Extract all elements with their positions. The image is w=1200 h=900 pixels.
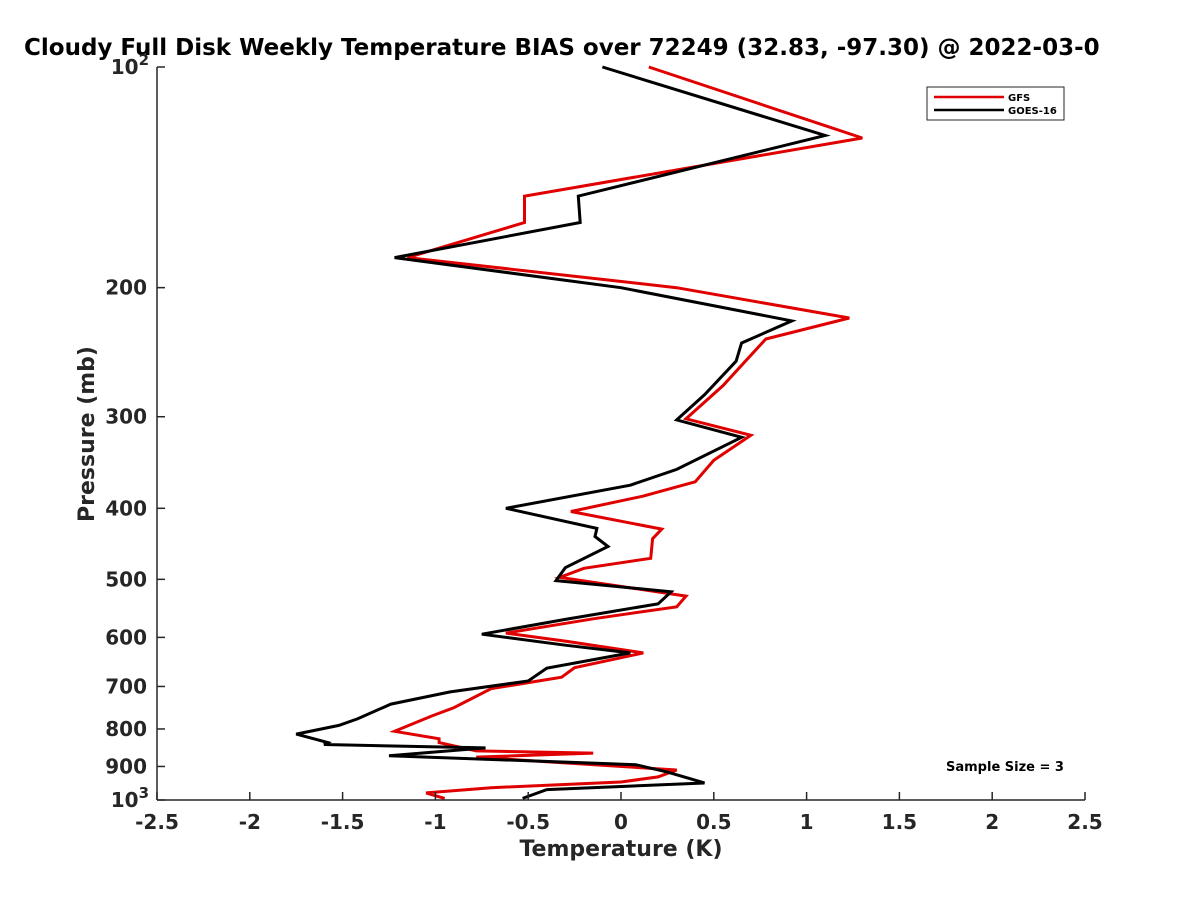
y-tick-label: 200 xyxy=(105,276,147,300)
sample-size-annotation: Sample Size = 3 xyxy=(946,760,1064,775)
legend-label-goes16: GOES-16 xyxy=(1008,106,1057,117)
chart-title: Cloudy Full Disk Weekly Temperature BIAS… xyxy=(24,35,1100,61)
legend-box xyxy=(926,86,1065,121)
y-tick-label: 600 xyxy=(105,625,147,649)
x-tick-label: 0 xyxy=(614,810,628,834)
y-axis-label: Pressure (mb) xyxy=(75,346,100,522)
y-tick-label: 800 xyxy=(105,717,147,741)
y-tick-label: 700 xyxy=(105,674,147,698)
x-tick-label: 1.5 xyxy=(882,810,917,834)
x-tick-label: -0.5 xyxy=(506,810,550,834)
y-ticks: 102 200 300 400 500 600 700 800 900 103 xyxy=(105,51,165,812)
y-tick-label: 300 xyxy=(105,405,147,429)
x-tick-label: -2.5 xyxy=(135,810,179,834)
legend-label-gfs: GFS xyxy=(1008,93,1030,104)
series-layer xyxy=(295,65,863,800)
series-line-goes16 xyxy=(295,65,831,800)
x-ticks: -2.5 -2 -1.5 -1 -0.5 0 0.5 1 1.5 2 2.5 xyxy=(135,792,1103,834)
y-tick-label: 500 xyxy=(105,567,147,591)
x-tick-label: -1.5 xyxy=(321,810,365,834)
y-tick-label: 102 xyxy=(111,51,149,79)
x-tick-label: 2 xyxy=(985,810,999,834)
x-axis-label: Temperature (K) xyxy=(519,837,722,862)
x-tick-label: 1 xyxy=(800,810,814,834)
legend: GFS GOES-16 xyxy=(926,86,1065,121)
y-tick-label: 400 xyxy=(105,496,147,520)
x-tick-label: 0.5 xyxy=(696,810,731,834)
series-line-gfs xyxy=(389,65,863,800)
plot-area: -2.5 -2 -1.5 -1 -0.5 0 0.5 1 1.5 2 2.5 102 200 300 40… xyxy=(105,51,1102,834)
x-tick-label: -1 xyxy=(424,810,446,834)
x-tick-label: 2.5 xyxy=(1067,810,1102,834)
y-tick-label: 900 xyxy=(105,754,147,778)
y-tick-label: 103 xyxy=(111,784,149,812)
x-tick-label: -2 xyxy=(239,810,261,834)
